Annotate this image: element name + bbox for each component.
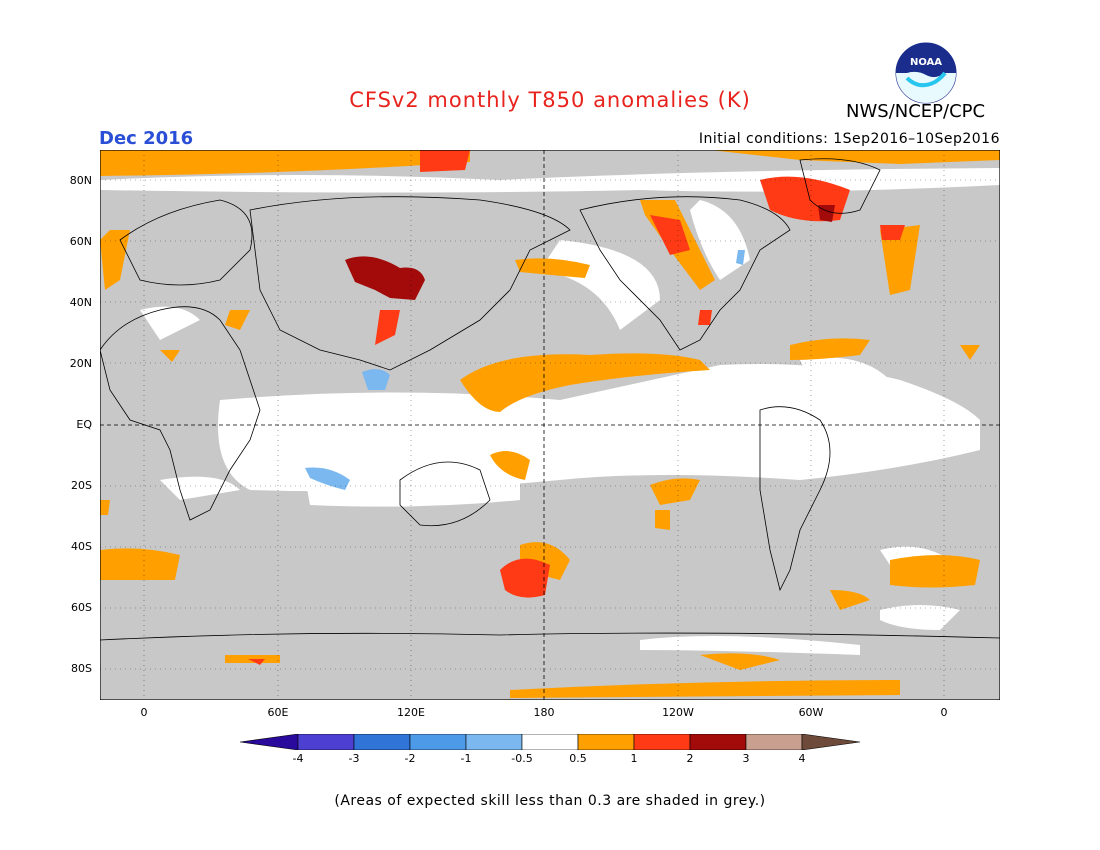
colorbar-label-minus1: -1 bbox=[460, 752, 472, 765]
colorbar-label-minus0_5: -0.5 bbox=[511, 752, 533, 765]
lon-label-60w: 60W bbox=[798, 706, 824, 719]
lat-label-20s: 20S bbox=[71, 479, 92, 492]
colorbar-arrow-low bbox=[240, 734, 299, 750]
colorbar-label-0_5: 0.5 bbox=[569, 752, 587, 765]
anomaly-map bbox=[100, 150, 1000, 700]
colorbar-label-minus2: -2 bbox=[404, 752, 416, 765]
lat-label-40s: 40S bbox=[71, 540, 92, 553]
noaa-logo-text: NOAA bbox=[910, 57, 942, 68]
initial-conditions: Initial conditions: 1Sep2016–10Sep2016 bbox=[698, 131, 1000, 147]
coastlines bbox=[100, 158, 1000, 641]
lon-label-120w: 120W bbox=[662, 706, 694, 719]
anomaly-minus1-to-minus0_5 bbox=[305, 250, 745, 490]
colorbar-label-minus3: -3 bbox=[348, 752, 360, 765]
lat-label-20n: 20N bbox=[69, 357, 92, 370]
lat-label-80s: 80S bbox=[71, 662, 92, 675]
lat-label-60s: 60S bbox=[71, 601, 92, 614]
lon-label-0: 0 bbox=[140, 706, 148, 719]
lat-label-60n: 60N bbox=[69, 235, 92, 248]
chart-title: CFSv2 monthly T850 anomalies (K) bbox=[349, 88, 751, 112]
colorbar-arrow-high bbox=[801, 734, 861, 750]
lon-label-60e: 60E bbox=[267, 706, 289, 719]
anomaly-1-to-2 bbox=[248, 150, 905, 665]
gridlines bbox=[100, 150, 1000, 700]
lat-label-80n: 80N bbox=[69, 174, 92, 187]
lat-label-eq: EQ bbox=[76, 418, 92, 431]
lat-label-40n: 40N bbox=[69, 296, 92, 309]
colorbar-label-2: 2 bbox=[686, 752, 694, 765]
noaa-logo: NOAA bbox=[895, 42, 957, 104]
colorbar-label-3: 3 bbox=[742, 752, 750, 765]
valid-month: Dec 2016 bbox=[99, 128, 194, 149]
lon-label-180: 180 bbox=[533, 706, 555, 719]
agency-label: NWS/NCEP/CPC bbox=[846, 101, 986, 122]
colorbar-label-4: 4 bbox=[798, 752, 806, 765]
lon-label-0-east: 0 bbox=[940, 706, 948, 719]
skill-note: (Areas of expected skill less than 0.3 a… bbox=[334, 793, 766, 809]
colorbar bbox=[240, 734, 861, 750]
colorbar-label-1: 1 bbox=[630, 752, 638, 765]
lon-label-120e: 120E bbox=[397, 706, 425, 719]
colorbar-label-minus4: -4 bbox=[292, 752, 304, 765]
